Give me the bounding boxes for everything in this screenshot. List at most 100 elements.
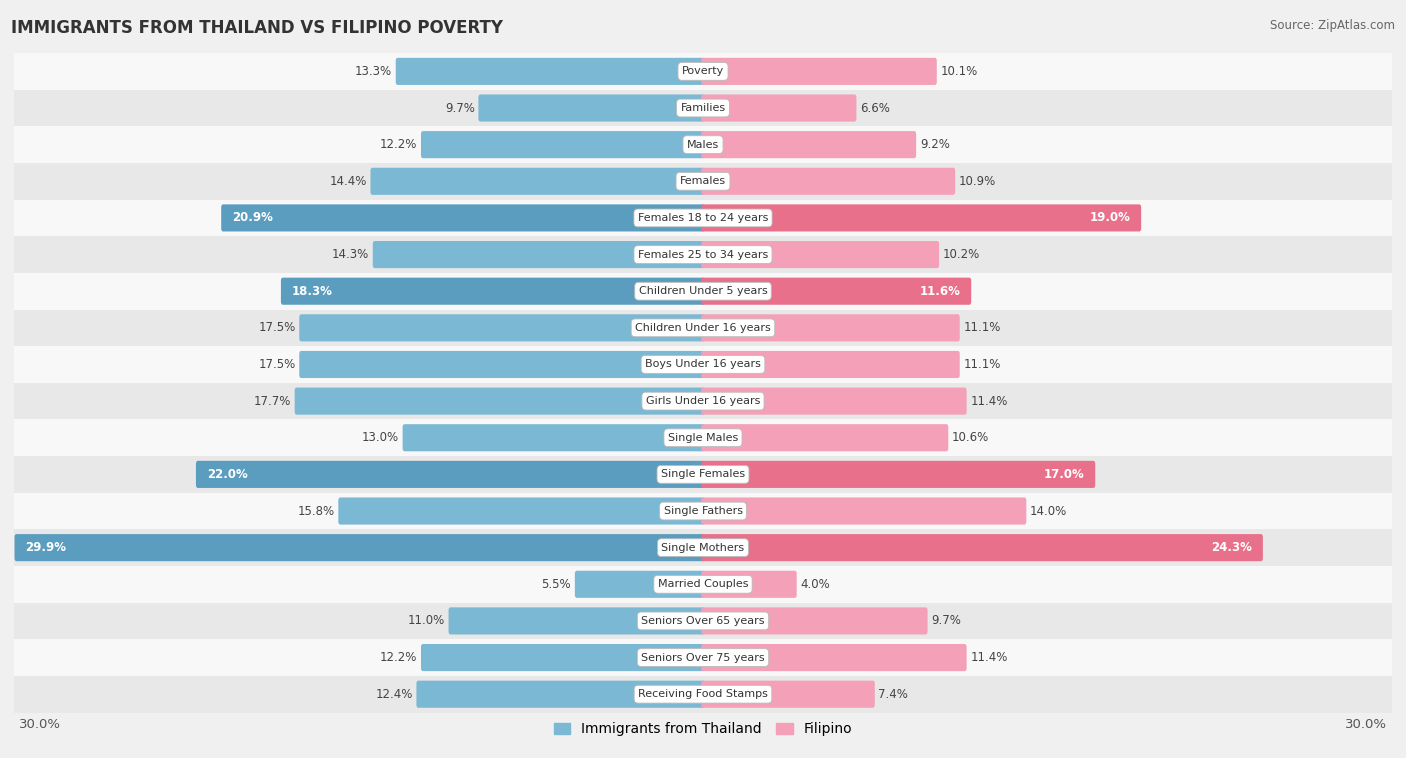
Text: 12.2%: 12.2%: [380, 138, 418, 151]
FancyBboxPatch shape: [702, 387, 967, 415]
Text: 29.9%: 29.9%: [25, 541, 66, 554]
FancyBboxPatch shape: [416, 681, 704, 708]
Text: 14.4%: 14.4%: [329, 175, 367, 188]
FancyBboxPatch shape: [702, 131, 917, 158]
Text: Source: ZipAtlas.com: Source: ZipAtlas.com: [1270, 19, 1395, 32]
Text: 4.0%: 4.0%: [800, 578, 830, 590]
Text: Children Under 5 years: Children Under 5 years: [638, 287, 768, 296]
Text: 22.0%: 22.0%: [207, 468, 247, 481]
Text: 30.0%: 30.0%: [18, 718, 60, 731]
Text: Single Males: Single Males: [668, 433, 738, 443]
Text: 14.0%: 14.0%: [1031, 505, 1067, 518]
FancyBboxPatch shape: [702, 315, 960, 341]
Bar: [14, 127, 1392, 163]
FancyBboxPatch shape: [281, 277, 704, 305]
Text: 10.6%: 10.6%: [952, 431, 990, 444]
Text: Single Females: Single Females: [661, 469, 745, 479]
Bar: [14, 419, 1392, 456]
FancyBboxPatch shape: [702, 277, 972, 305]
Text: Seniors Over 65 years: Seniors Over 65 years: [641, 616, 765, 626]
FancyBboxPatch shape: [702, 424, 948, 451]
Legend: Immigrants from Thailand, Filipino: Immigrants from Thailand, Filipino: [548, 717, 858, 742]
Text: 10.9%: 10.9%: [959, 175, 995, 188]
Bar: [14, 493, 1392, 529]
FancyBboxPatch shape: [373, 241, 704, 268]
Text: Receiving Food Stamps: Receiving Food Stamps: [638, 689, 768, 699]
Text: 9.2%: 9.2%: [920, 138, 949, 151]
Text: 7.4%: 7.4%: [879, 688, 908, 700]
Text: 13.3%: 13.3%: [354, 65, 392, 78]
FancyBboxPatch shape: [702, 351, 960, 378]
FancyBboxPatch shape: [702, 205, 1142, 231]
Text: Seniors Over 75 years: Seniors Over 75 years: [641, 653, 765, 662]
Text: Children Under 16 years: Children Under 16 years: [636, 323, 770, 333]
FancyBboxPatch shape: [702, 497, 1026, 525]
Text: 17.0%: 17.0%: [1043, 468, 1084, 481]
FancyBboxPatch shape: [221, 205, 704, 231]
FancyBboxPatch shape: [370, 168, 704, 195]
FancyBboxPatch shape: [420, 131, 704, 158]
FancyBboxPatch shape: [339, 497, 704, 525]
Bar: [14, 639, 1392, 676]
Text: 9.7%: 9.7%: [931, 615, 962, 628]
Text: 17.5%: 17.5%: [259, 358, 295, 371]
Text: 10.1%: 10.1%: [941, 65, 977, 78]
Text: Females: Females: [681, 177, 725, 186]
Bar: [14, 163, 1392, 199]
Bar: [14, 89, 1392, 127]
Bar: [14, 53, 1392, 89]
FancyBboxPatch shape: [14, 534, 704, 561]
Text: 24.3%: 24.3%: [1211, 541, 1251, 554]
Text: Girls Under 16 years: Girls Under 16 years: [645, 396, 761, 406]
Text: 11.0%: 11.0%: [408, 615, 444, 628]
Text: Boys Under 16 years: Boys Under 16 years: [645, 359, 761, 369]
FancyBboxPatch shape: [195, 461, 704, 488]
FancyBboxPatch shape: [702, 681, 875, 708]
Text: 15.8%: 15.8%: [298, 505, 335, 518]
Text: 14.3%: 14.3%: [332, 248, 370, 261]
Bar: [14, 199, 1392, 236]
Text: IMMIGRANTS FROM THAILAND VS FILIPINO POVERTY: IMMIGRANTS FROM THAILAND VS FILIPINO POV…: [11, 19, 503, 37]
Text: Females 18 to 24 years: Females 18 to 24 years: [638, 213, 768, 223]
FancyBboxPatch shape: [702, 241, 939, 268]
FancyBboxPatch shape: [702, 607, 928, 634]
Text: 11.4%: 11.4%: [970, 395, 1008, 408]
Text: 12.4%: 12.4%: [375, 688, 413, 700]
Text: 12.2%: 12.2%: [380, 651, 418, 664]
Bar: [14, 236, 1392, 273]
Bar: [14, 676, 1392, 713]
Text: 11.4%: 11.4%: [970, 651, 1008, 664]
FancyBboxPatch shape: [702, 571, 797, 598]
Text: Married Couples: Married Couples: [658, 579, 748, 589]
FancyBboxPatch shape: [702, 461, 1095, 488]
Bar: [14, 529, 1392, 566]
Bar: [14, 383, 1392, 419]
Text: 11.6%: 11.6%: [920, 285, 960, 298]
Text: 17.7%: 17.7%: [253, 395, 291, 408]
Text: Poverty: Poverty: [682, 67, 724, 77]
Text: 17.5%: 17.5%: [259, 321, 295, 334]
Text: Males: Males: [688, 139, 718, 149]
Text: 9.7%: 9.7%: [444, 102, 475, 114]
FancyBboxPatch shape: [478, 95, 704, 121]
FancyBboxPatch shape: [402, 424, 704, 451]
Text: Single Fathers: Single Fathers: [664, 506, 742, 516]
Text: 5.5%: 5.5%: [541, 578, 571, 590]
Bar: [14, 566, 1392, 603]
FancyBboxPatch shape: [299, 351, 704, 378]
Text: 13.0%: 13.0%: [361, 431, 399, 444]
Text: 6.6%: 6.6%: [860, 102, 890, 114]
FancyBboxPatch shape: [702, 58, 936, 85]
Text: Females 25 to 34 years: Females 25 to 34 years: [638, 249, 768, 259]
Text: 18.3%: 18.3%: [292, 285, 333, 298]
Text: Families: Families: [681, 103, 725, 113]
FancyBboxPatch shape: [702, 644, 967, 671]
FancyBboxPatch shape: [575, 571, 704, 598]
Text: Single Mothers: Single Mothers: [661, 543, 745, 553]
FancyBboxPatch shape: [295, 387, 704, 415]
Bar: [14, 346, 1392, 383]
FancyBboxPatch shape: [449, 607, 704, 634]
FancyBboxPatch shape: [395, 58, 704, 85]
Bar: [14, 273, 1392, 309]
FancyBboxPatch shape: [702, 95, 856, 121]
